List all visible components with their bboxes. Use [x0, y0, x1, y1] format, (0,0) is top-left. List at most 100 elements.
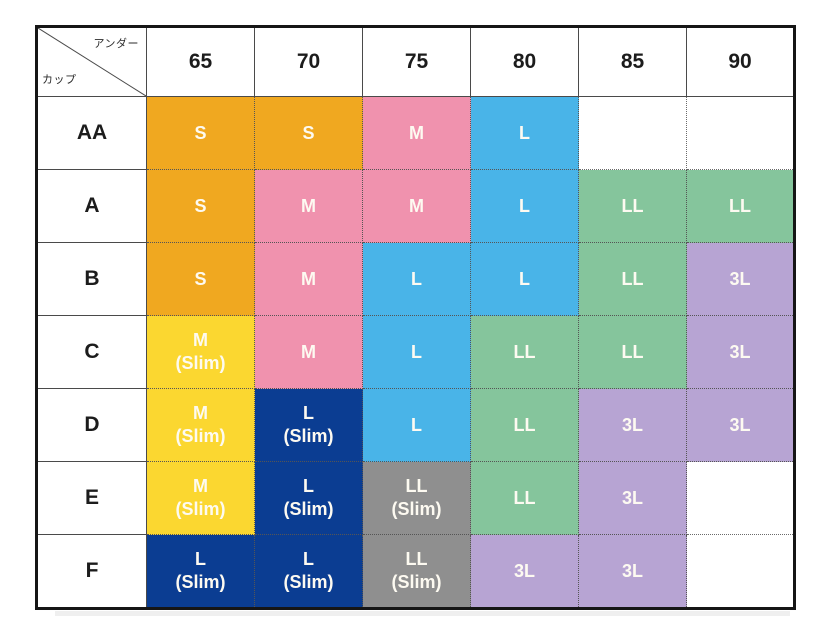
size-cell-F-85: 3L [578, 534, 687, 609]
size-value: S [194, 268, 207, 289]
size-value: S [302, 122, 315, 143]
cup-label-A: A [36, 169, 147, 243]
size-cell-C-65: M (Slim) [146, 315, 255, 389]
corner-header-cell: アンダー カップ [36, 26, 147, 97]
size-cell-C-75: L [362, 315, 471, 389]
size-value: L [195, 549, 206, 569]
size-cell-E-65: M (Slim) [146, 461, 255, 535]
size-value: M [301, 195, 316, 216]
size-value: M [193, 403, 208, 423]
size-cell-C-70: M [254, 315, 363, 389]
size-value: M [193, 476, 208, 496]
header-row: アンダー カップ 65 70 75 80 85 90 [36, 26, 795, 97]
cup-label-C: C [36, 315, 147, 389]
slim-label: (Slim) [175, 572, 226, 592]
size-cell-A-80: L [470, 169, 579, 243]
size-cell-A-85: LL [578, 169, 687, 243]
row-cup-E: E M (Slim) L (Slim) LL (Slim) LL 3L [36, 461, 795, 535]
size-value: 3L [621, 560, 643, 581]
size-value: L [303, 549, 314, 569]
size-value: 3L [621, 414, 643, 435]
cup-label-D: D [36, 388, 147, 462]
size-cell-B-85: LL [578, 242, 687, 316]
bottom-divider [55, 611, 790, 616]
slim-label: (Slim) [175, 499, 226, 519]
size-cell-D-80: LL [470, 388, 579, 462]
size-value: L [303, 476, 314, 496]
slim-label: (Slim) [391, 499, 442, 519]
slim-label: (Slim) [283, 572, 334, 592]
slim-label: (Slim) [283, 499, 334, 519]
empty-cell-F-90 [686, 534, 795, 609]
size-chart-table: アンダー カップ 65 70 75 80 85 90 AA S S M L A S M M L LL LL B S M… [35, 25, 796, 610]
cup-axis-label: カップ [42, 74, 77, 86]
size-value: 3L [729, 341, 751, 362]
row-cup-AA: AA S S M L [36, 96, 795, 170]
size-value: 3L [621, 487, 643, 508]
size-value: L [411, 414, 422, 435]
size-cell-D-90: 3L [686, 388, 795, 462]
size-cell-C-80: LL [470, 315, 579, 389]
size-cell-F-70: L (Slim) [254, 534, 363, 609]
slim-label: (Slim) [391, 572, 442, 592]
empty-cell-E-90 [686, 461, 795, 535]
size-value: L [519, 195, 530, 216]
size-value: S [194, 122, 207, 143]
size-cell-D-85: 3L [578, 388, 687, 462]
size-cell-A-70: M [254, 169, 363, 243]
size-value: M [301, 268, 316, 289]
size-value: L [411, 341, 422, 362]
size-cell-B-75: L [362, 242, 471, 316]
size-cell-AA-65: S [146, 96, 255, 170]
size-cell-AA-75: M [362, 96, 471, 170]
empty-cell-AA-85 [578, 96, 687, 170]
underbust-header-90: 90 [686, 26, 795, 97]
size-cell-E-85: 3L [578, 461, 687, 535]
size-value: M [193, 330, 208, 350]
empty-cell-AA-90 [686, 96, 795, 170]
size-value: LL [405, 476, 428, 496]
size-cell-A-65: S [146, 169, 255, 243]
size-cell-B-90: 3L [686, 242, 795, 316]
row-cup-C: C M (Slim) M L LL LL 3L [36, 315, 795, 389]
size-cell-E-75: LL (Slim) [362, 461, 471, 535]
size-cell-F-75: LL (Slim) [362, 534, 471, 609]
size-value: M [409, 122, 424, 143]
size-cell-C-85: LL [578, 315, 687, 389]
size-value: LL [513, 487, 536, 508]
cup-label-F: F [36, 534, 147, 609]
underbust-header-70: 70 [254, 26, 363, 97]
size-cell-B-80: L [470, 242, 579, 316]
size-value: 3L [513, 560, 535, 581]
slim-label: (Slim) [175, 353, 226, 373]
size-cell-AA-70: S [254, 96, 363, 170]
slim-label: (Slim) [283, 426, 334, 446]
underbust-header-85: 85 [578, 26, 687, 97]
size-value: M [409, 195, 424, 216]
table-body: AA S S M L A S M M L LL LL B S M L L LL 3L C M (Slim) M L LL LL 3L… [36, 96, 795, 609]
underbust-header-80: 80 [470, 26, 579, 97]
size-cell-A-90: LL [686, 169, 795, 243]
size-cell-F-65: L (Slim) [146, 534, 255, 609]
size-value: LL [513, 341, 536, 362]
row-cup-B: B S M L L LL 3L [36, 242, 795, 316]
underbust-axis-label: アンダー [93, 38, 139, 50]
size-cell-C-90: 3L [686, 315, 795, 389]
cup-label-B: B [36, 242, 147, 316]
size-value: 3L [729, 268, 751, 289]
cup-label-E: E [36, 461, 147, 535]
slim-label: (Slim) [175, 426, 226, 446]
size-cell-D-70: L (Slim) [254, 388, 363, 462]
size-cell-A-75: M [362, 169, 471, 243]
size-value: L [411, 268, 422, 289]
size-cell-AA-80: L [470, 96, 579, 170]
size-value: LL [513, 414, 536, 435]
underbust-header-65: 65 [146, 26, 255, 97]
size-value: LL [405, 549, 428, 569]
row-cup-F: F L (Slim) L (Slim) LL (Slim) 3L 3L [36, 534, 795, 609]
size-cell-D-65: M (Slim) [146, 388, 255, 462]
underbust-header-75: 75 [362, 26, 471, 97]
size-value: 3L [729, 414, 751, 435]
size-value: L [519, 122, 530, 143]
